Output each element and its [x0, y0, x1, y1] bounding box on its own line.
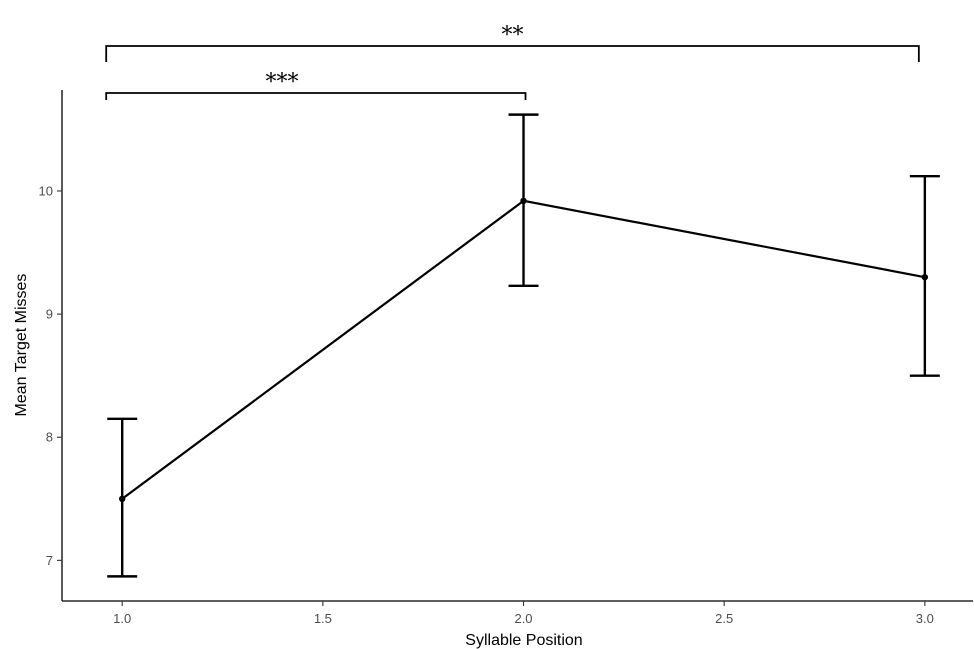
x-tick-label: 2.5	[715, 611, 733, 626]
data-points	[118, 197, 929, 502]
axes	[61, 90, 973, 602]
data-point	[118, 495, 126, 502]
significance-brackets: *****	[105, 23, 920, 100]
y-tick-label: 9	[46, 307, 53, 322]
significance-bracket: **	[105, 23, 920, 62]
x-tick-label: 2.0	[514, 611, 532, 626]
x-ticks: 1.0 1.5 2.0 2.5 3.0	[113, 601, 934, 626]
bracket-line	[105, 92, 527, 100]
significance-label: ***	[266, 70, 299, 95]
significance-bracket: ***	[105, 70, 527, 100]
y-ticks: 7 8 9 10	[39, 183, 62, 568]
significance-label: **	[502, 23, 524, 48]
x-tick-label: 1.5	[314, 611, 332, 626]
y-tick-label: 8	[46, 430, 53, 445]
x-tick-label: 1.0	[113, 611, 131, 626]
y-axis-title: Mean Target Misses	[13, 274, 30, 417]
bracket-line	[105, 45, 920, 62]
x-axis-title: Syllable Position	[465, 632, 582, 649]
x-tick-label: 3.0	[916, 611, 934, 626]
error-bars	[107, 113, 940, 578]
y-tick-label: 7	[46, 553, 53, 568]
y-tick-label: 10	[39, 183, 53, 198]
data-point	[520, 197, 527, 205]
data-point	[921, 273, 929, 281]
